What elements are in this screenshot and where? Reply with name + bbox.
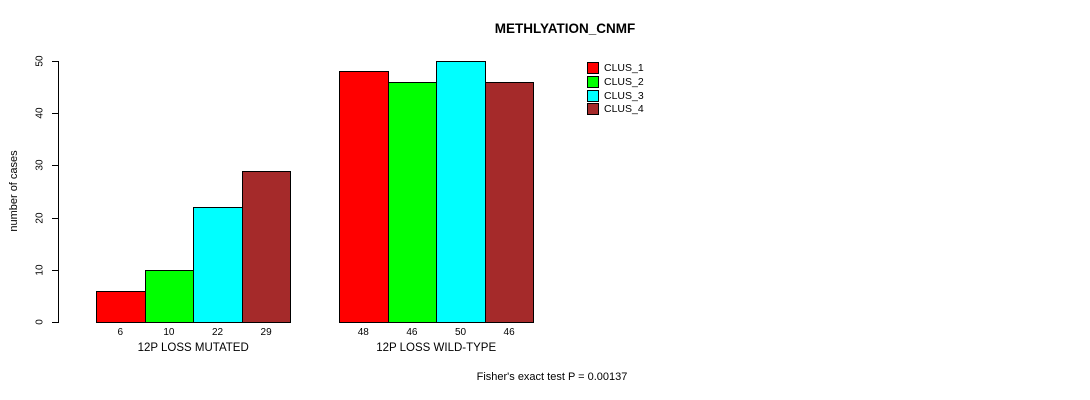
y-axis-line xyxy=(58,61,59,323)
legend-label: CLUS_2 xyxy=(604,75,644,88)
y-tick-label: 50 xyxy=(34,55,46,67)
y-tick-mark xyxy=(52,113,58,115)
bar-CLUS_3 xyxy=(436,61,486,323)
legend-swatch-CLUS_1 xyxy=(587,62,599,74)
legend-label: CLUS_3 xyxy=(604,89,644,102)
legend-swatch-CLUS_2 xyxy=(587,75,599,88)
y-axis-label: number of cases xyxy=(8,150,20,232)
bar-value-label: 10 xyxy=(163,327,175,338)
y-tick-mark xyxy=(52,165,58,167)
group-label: 12P LOSS WILD-TYPE xyxy=(376,342,497,354)
bar-CLUS_2 xyxy=(144,269,195,323)
bar-value-label: 48 xyxy=(357,327,369,338)
bar-value-label: 46 xyxy=(503,327,515,338)
y-tick-mark xyxy=(52,217,58,219)
legend-swatch-CLUS_3 xyxy=(587,89,599,102)
y-tick-mark xyxy=(52,322,58,323)
y-tick-mark xyxy=(52,61,58,62)
fisher-test-annotation: Fisher's exact test P = 0.00137 xyxy=(476,371,628,383)
y-tick-label: 20 xyxy=(34,212,46,224)
legend-swatch-CLUS_4 xyxy=(587,103,599,116)
bar-value-label: 22 xyxy=(211,327,224,338)
y-tick-label: 30 xyxy=(34,159,46,171)
group-label: 12P LOSS MUTATED xyxy=(137,342,249,354)
bar-CLUS_1 xyxy=(339,71,389,323)
y-tick-label: 0 xyxy=(34,319,46,325)
y-tick-label: 40 xyxy=(34,107,46,119)
bar-CLUS_4 xyxy=(484,81,535,323)
bar-value-label: 29 xyxy=(260,327,272,338)
bar-CLUS_1 xyxy=(96,290,146,323)
chart-title: METHLYATION_CNMF xyxy=(494,21,636,36)
legend-label: CLUS_4 xyxy=(604,103,644,116)
y-tick-mark xyxy=(52,269,58,271)
bar-CLUS_3 xyxy=(193,207,243,323)
bar-value-label: 46 xyxy=(406,327,418,338)
bar-CLUS_2 xyxy=(387,81,438,323)
bar-value-label: 50 xyxy=(454,327,467,338)
bar-value-label: 6 xyxy=(117,327,124,338)
legend-label: CLUS_1 xyxy=(604,62,644,74)
bar-CLUS_4 xyxy=(241,170,292,323)
y-tick-label: 10 xyxy=(34,264,46,276)
